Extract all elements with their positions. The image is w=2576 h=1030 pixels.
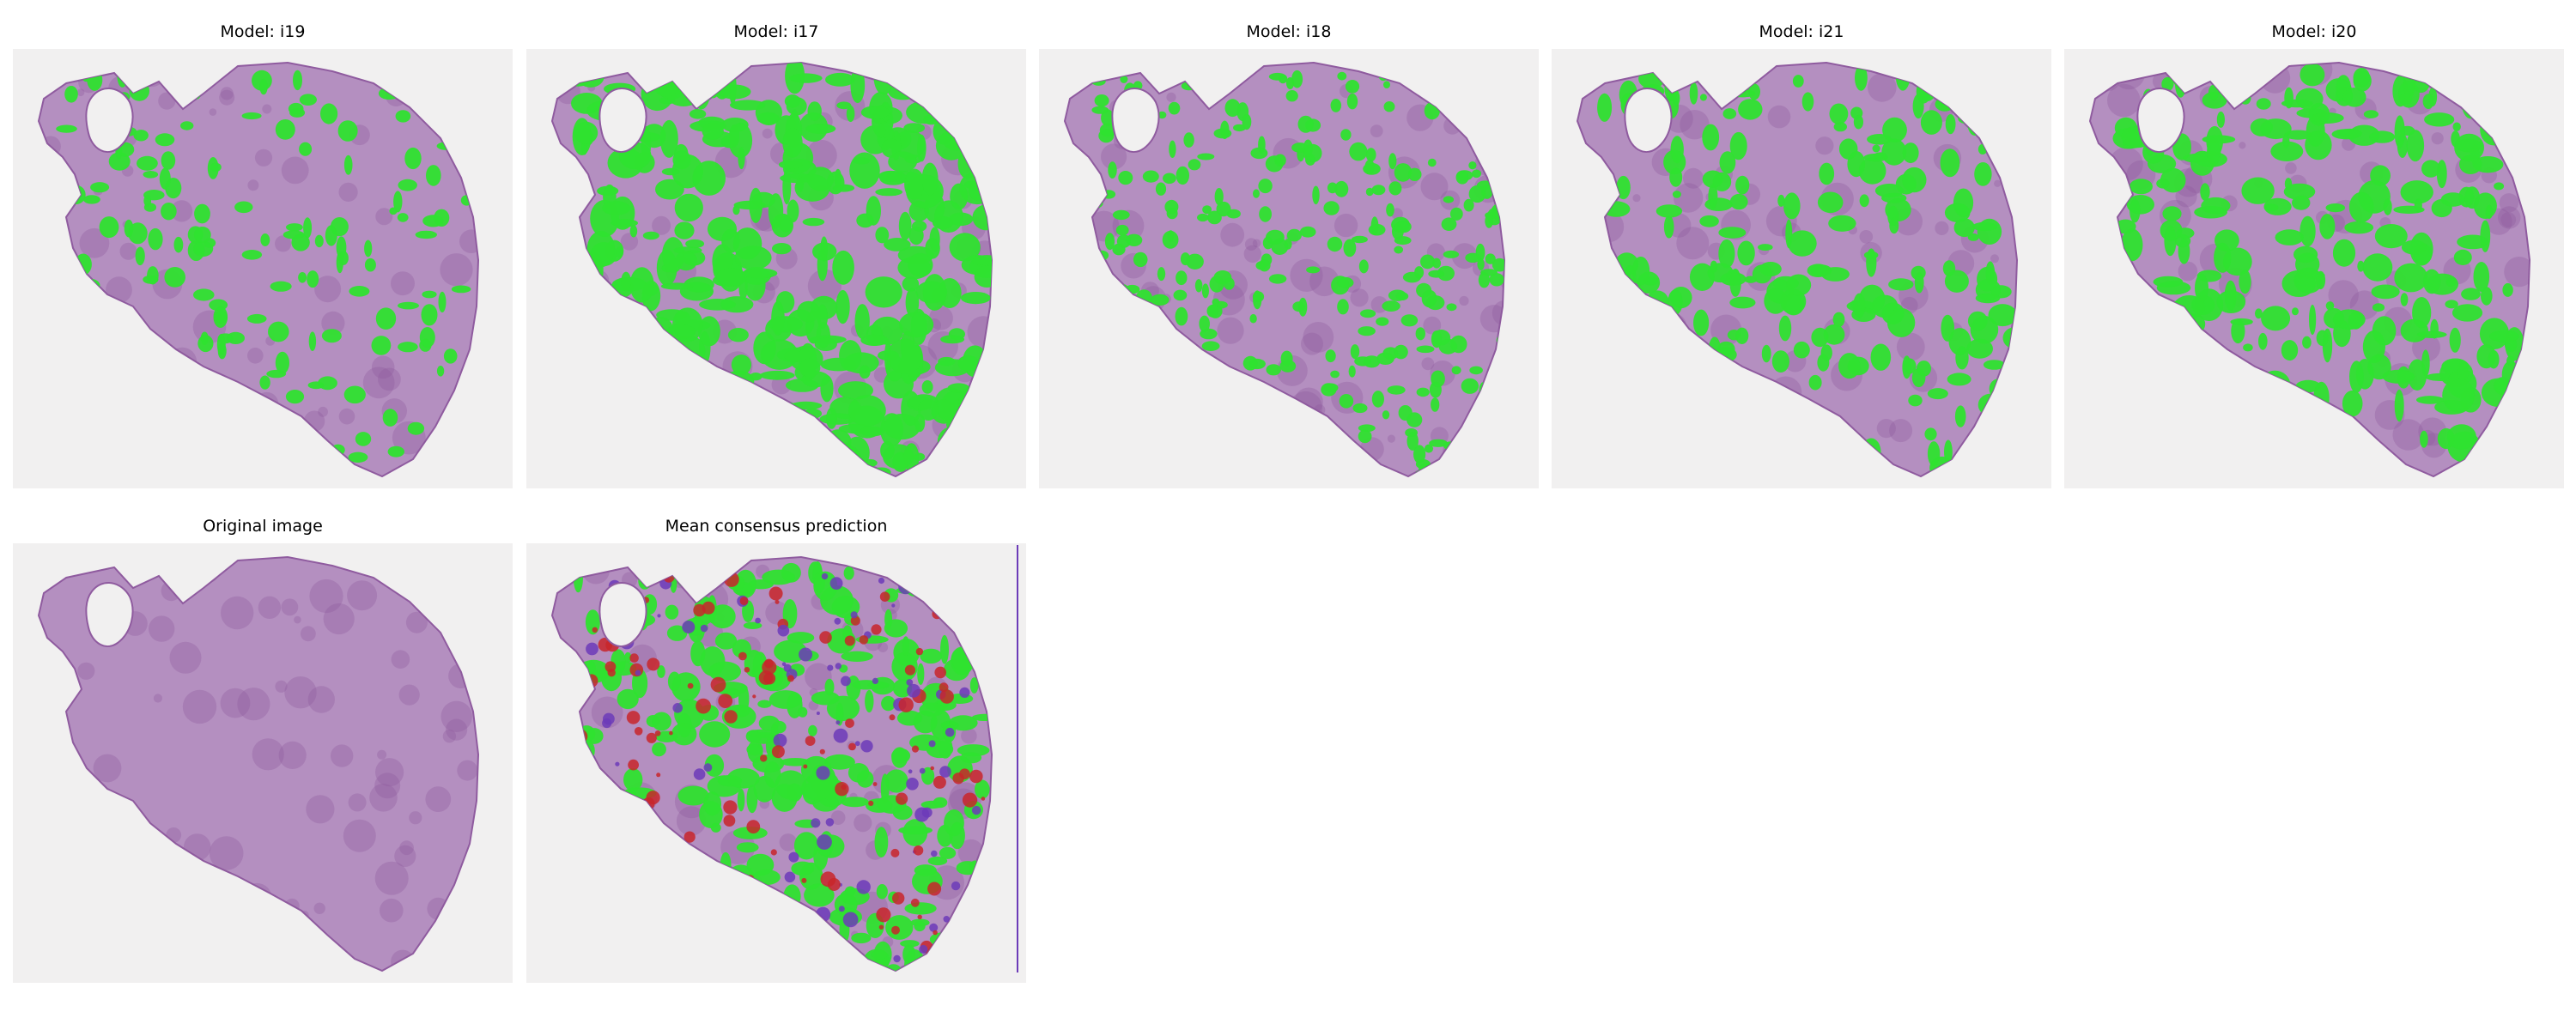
consensus-image — [526, 543, 1026, 983]
segmentation-image — [13, 49, 513, 488]
panel-title: Model: i21 — [1759, 22, 1844, 41]
panel-title: Mean consensus prediction — [665, 517, 888, 536]
segmentation-image — [1039, 49, 1539, 488]
segmentation-image — [2064, 49, 2564, 488]
panel-title: Model: i18 — [1246, 22, 1332, 41]
panel-title: Model: i19 — [220, 22, 306, 41]
segmentation-image — [1552, 49, 2051, 488]
panel-title: Original image — [203, 517, 323, 536]
panel-title: Model: i20 — [2271, 22, 2357, 41]
segmentation-image — [526, 49, 1026, 488]
panel-title: Model: i17 — [733, 22, 819, 41]
histology-image — [13, 543, 513, 983]
